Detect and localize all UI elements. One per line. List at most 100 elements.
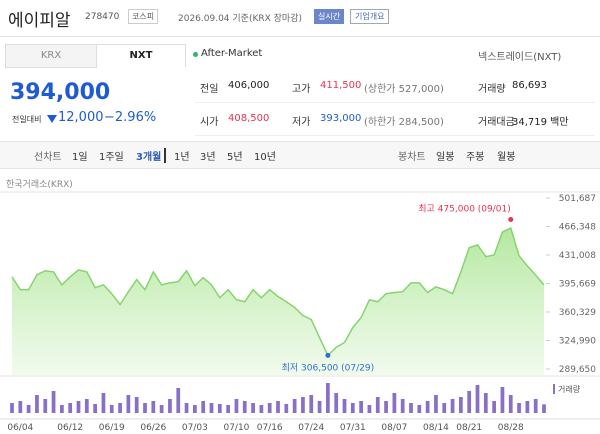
volume-bar [76, 401, 81, 413]
period-bar [0, 141, 600, 169]
candle-button[interactable]: 주봉 [466, 152, 485, 163]
y-tick-label: 289,650 [559, 365, 596, 375]
volume-bar [359, 401, 363, 413]
volume-bar [309, 395, 314, 413]
volume-bar [292, 399, 297, 413]
y-tick-label: 501,687 [559, 194, 596, 204]
volume-bar [417, 405, 422, 413]
krx-tab[interactable]: KRX [5, 44, 97, 68]
x-tick-label: 07/16 [257, 423, 283, 433]
volume-bar [384, 401, 388, 413]
market-badge: 코스피 [128, 9, 159, 24]
realtime-badge[interactable]: 실시간 [314, 9, 345, 24]
volume-bar [367, 405, 372, 413]
period-button[interactable]: 1년 [174, 152, 190, 163]
volume-bar [159, 405, 164, 413]
divider [0, 36, 600, 37]
quote-value: 393,000 [320, 113, 362, 124]
volume-bar [301, 397, 305, 413]
row-divider [195, 102, 595, 103]
y-tick-label: 466,348 [559, 222, 596, 232]
volume-bar [326, 383, 330, 413]
volume-bar [350, 403, 355, 413]
extreme-label: 최저 306,500 (07/29) [282, 362, 374, 373]
volume-bar [450, 399, 455, 413]
volume-bar [168, 399, 172, 413]
volume-bar [234, 399, 239, 413]
quote-note: (하한가 284,500) [364, 117, 444, 128]
period-button[interactable]: 1일 [72, 152, 88, 163]
volume-bar [26, 405, 31, 413]
x-tick-label: 07/24 [298, 423, 324, 433]
y-tick-label: 324,990 [559, 336, 596, 346]
volume-bar [84, 399, 89, 413]
period-button[interactable]: 3개월 [136, 148, 167, 163]
volume-bar [151, 401, 156, 413]
x-tick-label: 06/26 [140, 423, 166, 433]
x-tick-label: 06/12 [57, 423, 83, 433]
stock-code: 278470 [85, 12, 120, 22]
quote-label: 시가 [200, 117, 219, 128]
candle-button[interactable]: 월봉 [497, 152, 516, 163]
row-divider [195, 135, 595, 136]
x-tick-label: 07/10 [223, 423, 249, 433]
volume-bar [284, 404, 289, 413]
period-button[interactable]: 10년 [254, 152, 276, 163]
volume-bar [251, 403, 255, 413]
change-pct: −2.96% [104, 110, 157, 125]
quote-label: 저가 [292, 117, 311, 128]
volume-bar [317, 401, 322, 413]
volume-bar [425, 401, 430, 413]
candle-button[interactable]: 일봉 [436, 152, 455, 163]
volume-bar [467, 391, 472, 413]
x-tick-label: 07/03 [182, 423, 208, 433]
volume-bar [209, 403, 214, 413]
volume-bar [459, 397, 463, 413]
volume-bar [184, 403, 189, 413]
volume-bar [143, 403, 147, 413]
volume-bar [226, 405, 230, 413]
x-tick-label: 07/31 [340, 423, 366, 433]
period-button[interactable]: 1주일 [99, 152, 124, 163]
quote-value: 86,693 [512, 80, 547, 91]
volume-bar [118, 403, 122, 413]
quote-label: 전일 [200, 84, 219, 95]
volume-bar [375, 397, 380, 413]
quote-value: 34,719 백만 [512, 117, 569, 128]
overview-button[interactable]: 기업개요 [350, 9, 390, 24]
volume-bar [542, 404, 546, 413]
x-tick-label: 08/21 [456, 423, 482, 433]
volume-bar [409, 403, 413, 413]
y-tick-label: 395,669 [559, 279, 596, 289]
period-button[interactable]: 3년 [200, 152, 216, 163]
x-tick-label: 08/28 [498, 423, 524, 433]
volume-bar [18, 401, 23, 413]
volume-bar [533, 399, 538, 413]
volume-bar [10, 403, 14, 413]
current-price: 394,000 [10, 80, 111, 105]
volume-bar [259, 405, 264, 413]
volume-bar [126, 395, 131, 413]
price-line [11, 226, 545, 357]
volume-bar [400, 399, 405, 413]
volume-bar [242, 401, 247, 413]
base-date: 2026.09.04 기준(KRX 장마감) [178, 14, 302, 24]
y-tick-label: 431,008 [559, 251, 596, 261]
volume-bar [43, 399, 48, 413]
volume-bar [392, 393, 397, 413]
period-button[interactable]: 5년 [227, 152, 243, 163]
legend-swatch [553, 384, 555, 394]
volume-bar [342, 399, 347, 413]
volume-bar [276, 401, 280, 413]
change-value: 12,000 [58, 110, 104, 125]
volume-bar [176, 388, 181, 413]
volume-bar [434, 395, 438, 413]
extreme-marker [325, 352, 331, 358]
quote-label: 거래량 [478, 84, 506, 95]
extreme-label: 최고 475,000 (09/01) [418, 204, 510, 215]
volume-bar [109, 405, 114, 413]
volume-bar [525, 401, 530, 413]
after-market: After-Market [201, 48, 263, 59]
nxt-tab[interactable]: NXT [96, 44, 186, 67]
